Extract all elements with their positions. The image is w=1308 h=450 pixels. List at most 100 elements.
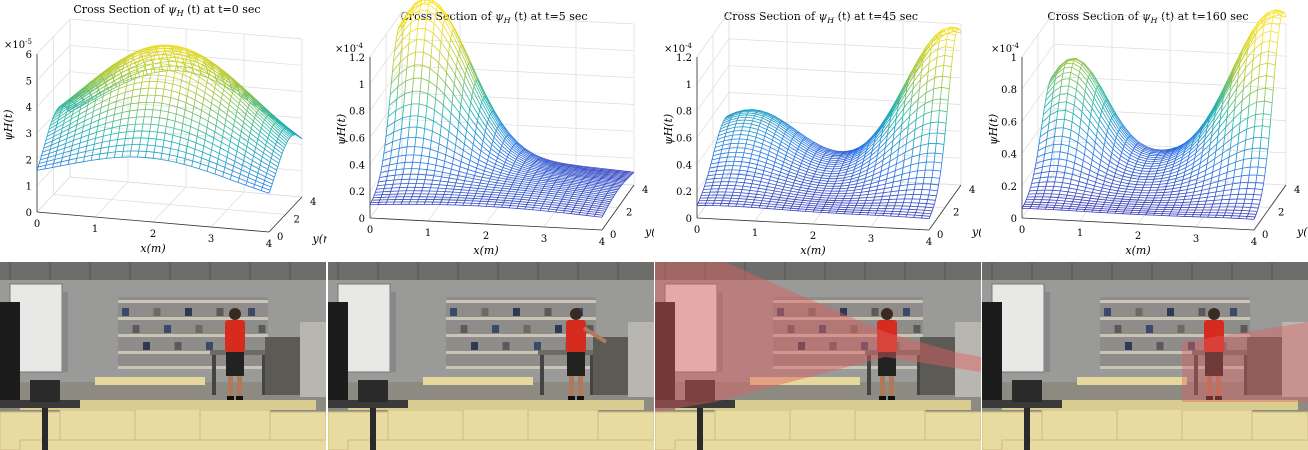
- mesh-line: [209, 73, 218, 81]
- mesh-line: [77, 103, 86, 109]
- mesh-line: [160, 158, 169, 162]
- mesh-line: [50, 140, 53, 146]
- mesh-line: [759, 120, 762, 124]
- mesh-line: [552, 164, 561, 168]
- mesh-line: [233, 125, 242, 132]
- mesh-line: [79, 89, 88, 96]
- mesh-line: [255, 143, 258, 148]
- mesh-line: [593, 169, 601, 171]
- mesh-line: [785, 129, 787, 132]
- mesh-line: [928, 194, 937, 197]
- mesh-line: [229, 96, 232, 101]
- mesh-line: [53, 113, 55, 117]
- mesh-line: [845, 172, 854, 176]
- mesh-line: [878, 178, 887, 182]
- mesh-line: [500, 192, 508, 194]
- mesh-line: [884, 108, 894, 122]
- mesh-line: [587, 182, 590, 184]
- mesh-line: [384, 136, 387, 146]
- mesh-line: [421, 155, 430, 158]
- mesh-line: [242, 122, 244, 127]
- mesh-line: [177, 53, 180, 58]
- mesh-line: [569, 184, 571, 187]
- mesh-line: [858, 150, 867, 157]
- mesh-line: [178, 143, 180, 151]
- mesh-line: [937, 46, 946, 50]
- mesh-line: [741, 157, 744, 162]
- mesh-line: [420, 90, 428, 95]
- mesh-line: [238, 174, 241, 179]
- mesh-line: [482, 170, 485, 175]
- mesh-line: [247, 107, 256, 116]
- mesh-line: [495, 201, 504, 204]
- mesh-line: [53, 132, 62, 138]
- mesh-line: [415, 2, 417, 5]
- mesh-line: [530, 165, 532, 168]
- mesh-line: [424, 28, 426, 40]
- mesh-line: [903, 164, 911, 168]
- mesh-line: [591, 204, 600, 207]
- mesh-line: [385, 126, 388, 137]
- mesh-line: [185, 96, 188, 103]
- mesh-line: [772, 165, 775, 170]
- mesh-line: [517, 205, 526, 208]
- mesh-line: [56, 108, 59, 111]
- mesh-line: [721, 147, 730, 150]
- mesh-line: [72, 91, 81, 99]
- mesh-line: [569, 165, 572, 167]
- mesh-line: [775, 187, 783, 190]
- mesh-line: [387, 110, 397, 117]
- mesh-line: [768, 201, 771, 205]
- mesh-line: [153, 46, 156, 48]
- mesh-line: [600, 170, 609, 172]
- mesh-line: [139, 88, 142, 96]
- mesh-line: [408, 12, 411, 17]
- mesh-line: [792, 162, 801, 167]
- mesh-line: [270, 129, 280, 137]
- mesh-line: [263, 148, 265, 154]
- mesh-line: [452, 29, 462, 47]
- mesh-line: [573, 205, 576, 208]
- mesh-line: [166, 75, 175, 79]
- mesh-line: [854, 188, 863, 191]
- mesh-line: [436, 9, 445, 20]
- mesh-line: [610, 175, 613, 178]
- mesh-line: [204, 92, 213, 98]
- mesh-line: [266, 141, 275, 148]
- mesh-line: [780, 194, 789, 197]
- mesh-line: [450, 194, 452, 198]
- mesh-line: [821, 177, 830, 180]
- mesh-line: [46, 132, 49, 137]
- mesh-line: [909, 170, 918, 173]
- mesh-line: [558, 166, 561, 168]
- mesh-line: [452, 163, 461, 168]
- mesh-line: [130, 72, 139, 77]
- mesh-line: [402, 115, 411, 119]
- mesh-line: [115, 101, 117, 108]
- mesh-line: [410, 196, 413, 200]
- mesh-line: [755, 196, 764, 199]
- mesh-line: [698, 197, 701, 201]
- mesh-line: [215, 164, 218, 170]
- mesh-line: [490, 196, 499, 198]
- mesh-line: [531, 178, 540, 181]
- mesh-line: [926, 35, 935, 47]
- mesh-line: [557, 167, 560, 169]
- mesh-line: [172, 128, 175, 136]
- mesh-line: [457, 53, 459, 60]
- mesh-line: [530, 193, 533, 196]
- mesh-line: [472, 90, 482, 107]
- mesh-line: [493, 169, 502, 174]
- mesh-line: [735, 203, 738, 207]
- mesh-line: [445, 72, 447, 84]
- mesh-line: [556, 161, 565, 164]
- mesh-line: [564, 191, 567, 194]
- mesh-line: [220, 103, 229, 110]
- mesh-line: [760, 122, 769, 127]
- mesh-line: [226, 151, 229, 158]
- mesh-line: [762, 174, 771, 177]
- mesh-line: [483, 191, 486, 195]
- mesh-line: [788, 146, 797, 152]
- mesh-line: [527, 157, 537, 162]
- mesh-line: [566, 187, 569, 190]
